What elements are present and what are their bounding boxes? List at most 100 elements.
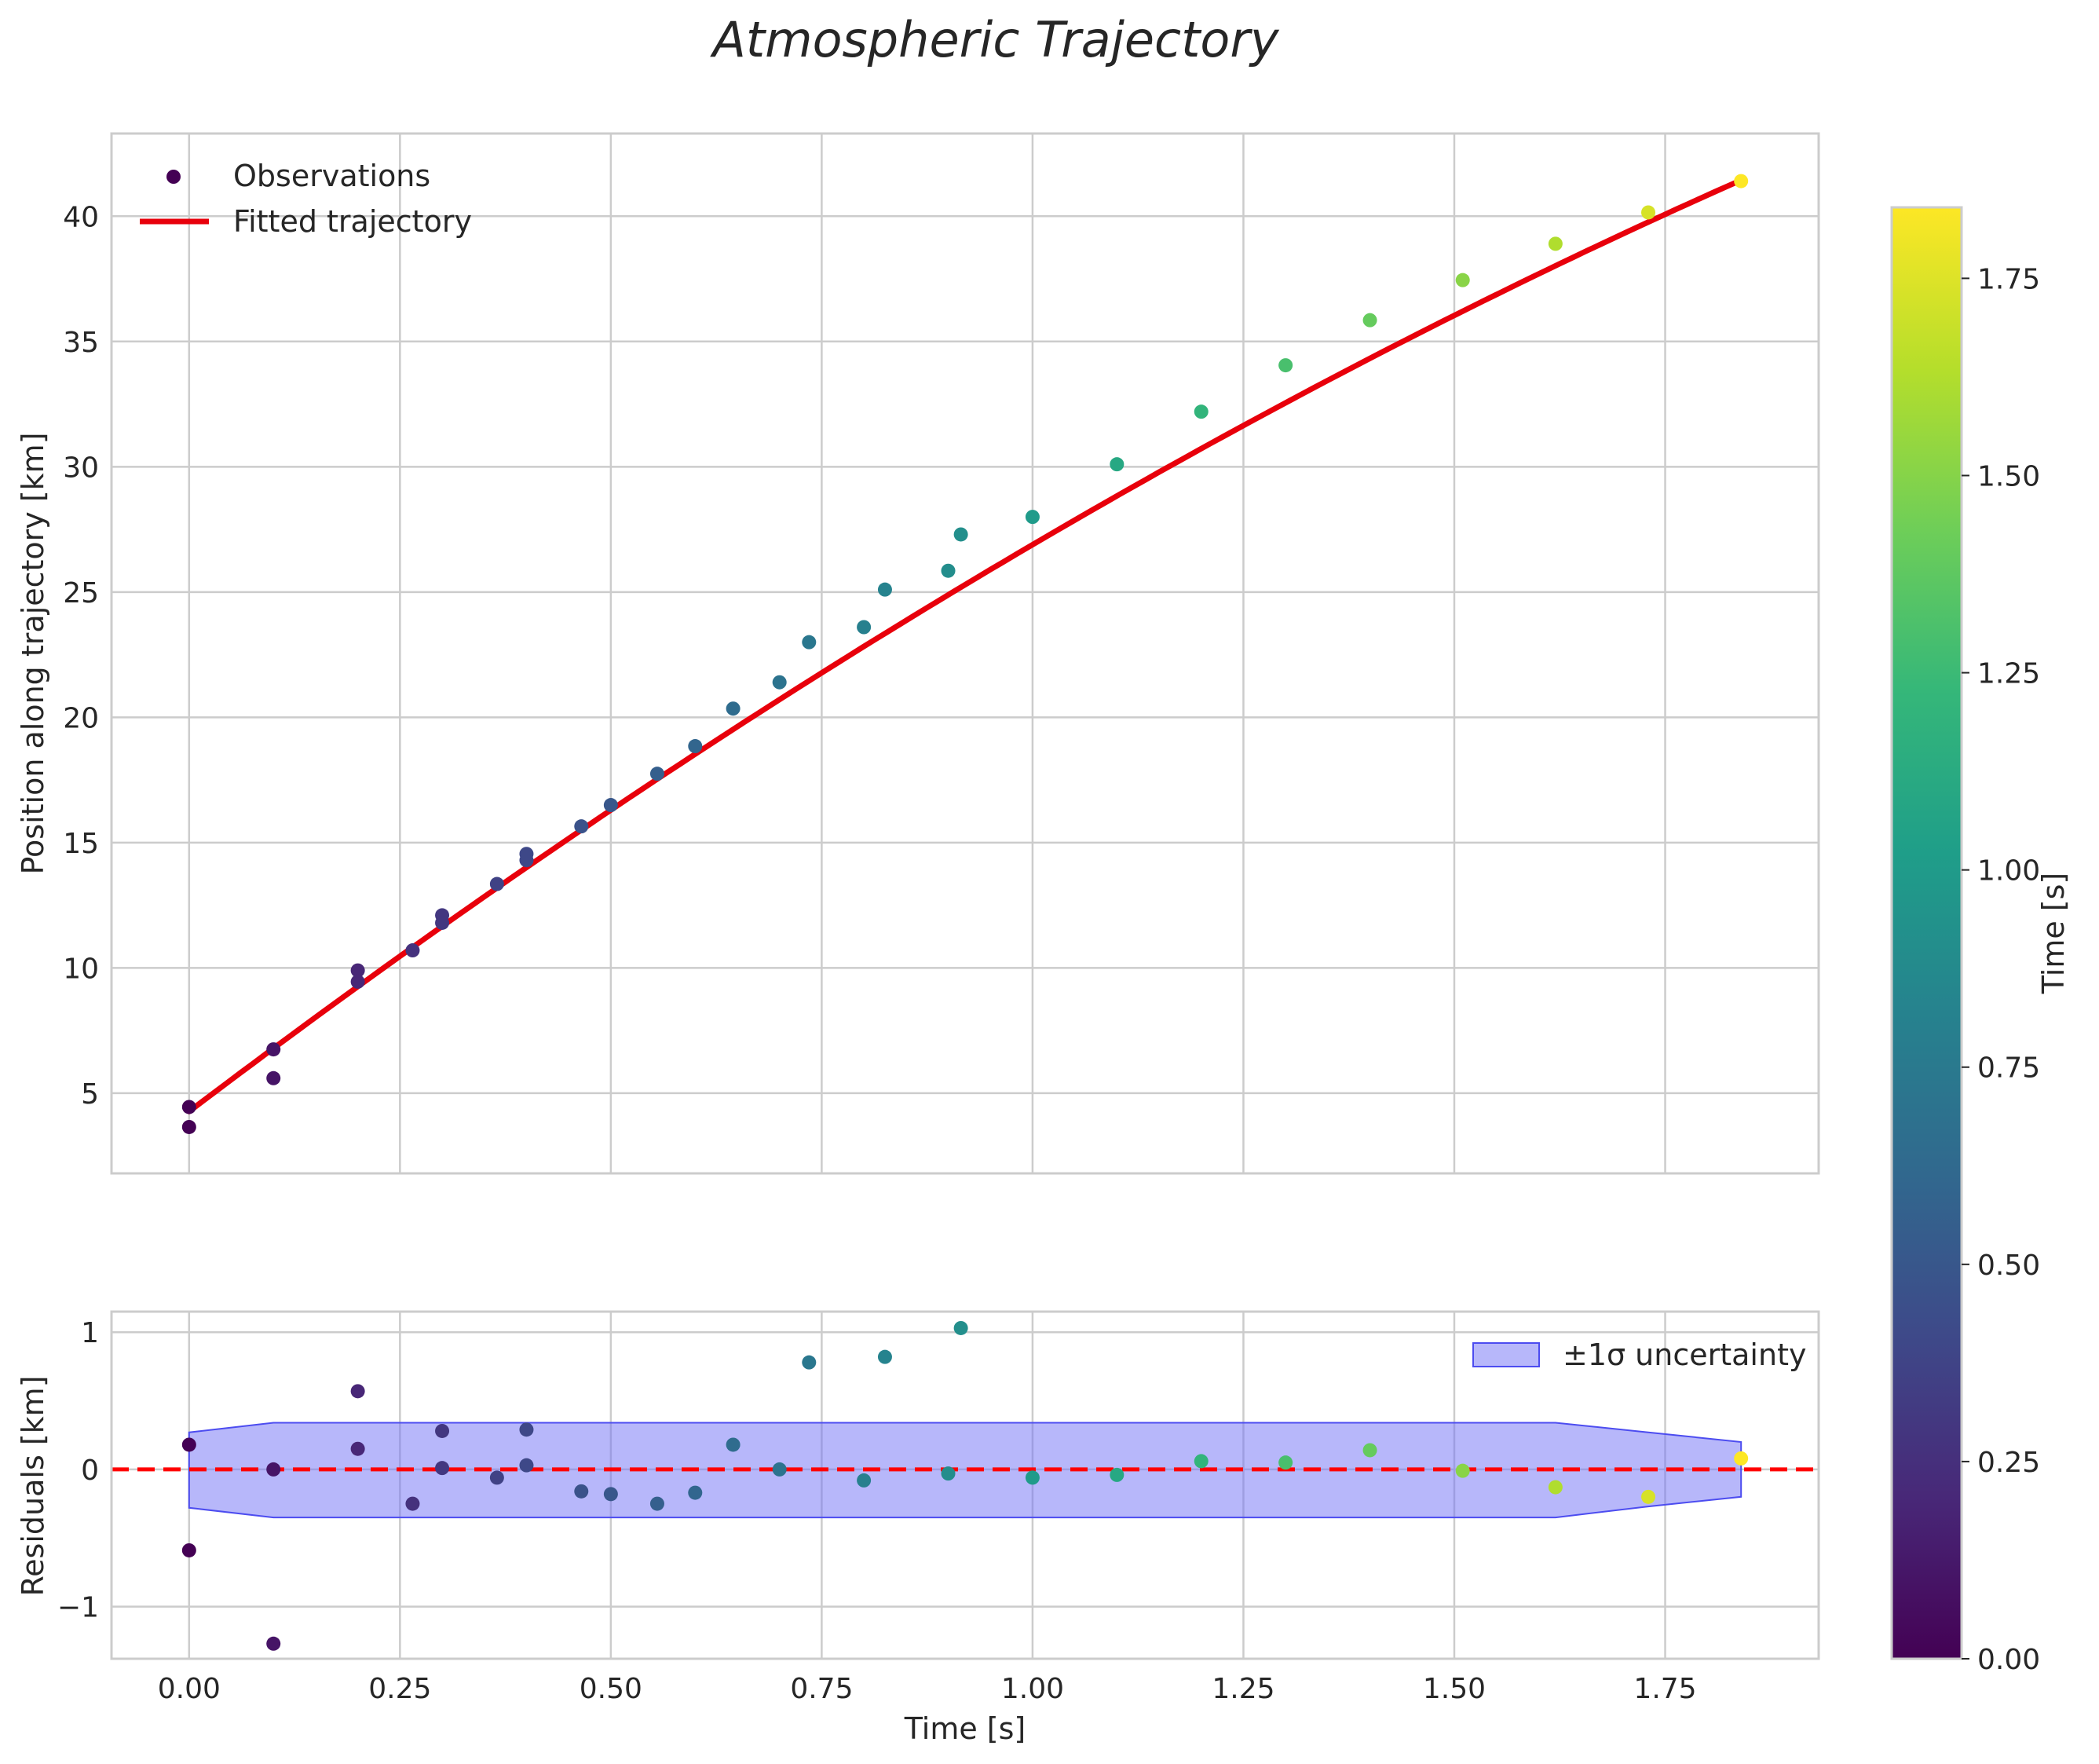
x-tick-label: 0.50 (580, 1673, 642, 1705)
residuals-legend: ±1σ uncertainty (1472, 1338, 1806, 1372)
legend-uncertainty-swatch (1472, 1342, 1540, 1367)
observation-point (350, 974, 365, 989)
observation-point (1455, 273, 1470, 287)
legend-fitted-label: Fitted trajectory (233, 204, 472, 239)
observation-points (181, 174, 1749, 1134)
observation-point (688, 739, 703, 754)
residual-point (772, 1462, 787, 1477)
x-tick-label: 1.75 (1633, 1673, 1696, 1705)
main-y-tick-label: 25 (63, 577, 99, 609)
residual-point (688, 1485, 703, 1500)
observation-point (405, 943, 420, 958)
x-axis-label: Time [s] (904, 1711, 1026, 1746)
colorbar-tick-labels: 0.00 0.25 0.50 0.75 1.00 1.25 1.50 1.75 (1962, 263, 2040, 1676)
main-y-tick-label: 30 (63, 452, 99, 484)
observation-point (350, 963, 365, 978)
residual-point (603, 1487, 618, 1502)
residual-point (726, 1437, 741, 1452)
observation-point (266, 1070, 281, 1085)
legend-observations-label: Observations (233, 159, 430, 193)
main-y-tick-label: 20 (63, 702, 99, 734)
residual-point (953, 1320, 968, 1335)
observation-point (1734, 174, 1749, 188)
residuals-y-tick-label: 1 (81, 1317, 99, 1349)
residuals-axes: −1 0 1 0.00 0.25 0.50 0.75 1.00 1.25 1.50 1.75 Ti… (16, 1310, 1820, 1746)
residual-point (519, 1422, 534, 1437)
observation-point (519, 853, 534, 868)
legend-uncertainty-label: ±1σ uncertainty (1563, 1338, 1806, 1372)
residual-point (350, 1441, 365, 1456)
observation-point (435, 915, 450, 930)
residual-point (1278, 1455, 1293, 1470)
main-y-tick-label: 40 (63, 201, 99, 233)
residual-point (877, 1349, 892, 1364)
residuals-frame (110, 1310, 1820, 1660)
residual-point (435, 1423, 450, 1438)
main-y-tick-label: 15 (63, 828, 99, 860)
uncertainty-band (188, 1422, 1742, 1519)
colorbar-tick-label: 1.75 (1977, 263, 2040, 295)
residual-point (1362, 1443, 1377, 1458)
residual-point (649, 1496, 664, 1511)
residual-point (1641, 1489, 1656, 1504)
observation-point (574, 819, 589, 834)
observation-point (941, 563, 956, 578)
observation-point (1110, 457, 1124, 472)
residual-point (350, 1384, 365, 1399)
colorbar-frame (1890, 206, 1963, 1660)
residual-point (489, 1470, 504, 1485)
main-legend: Observations Fitted trajectory (140, 159, 472, 239)
observation-point (772, 675, 787, 690)
colorbar-tick-label: 1.50 (1977, 460, 2040, 492)
residual-points (181, 1320, 1749, 1651)
observation-point (1025, 510, 1040, 525)
residual-point (802, 1355, 817, 1370)
residuals-y-tick-label: 0 (81, 1455, 99, 1487)
x-tick-label: 1.00 (1001, 1673, 1064, 1705)
observation-point (181, 1100, 196, 1114)
x-tick-label: 0.75 (790, 1673, 853, 1705)
main-y-tick-labels: 5 10 15 20 25 30 35 40 (63, 201, 99, 1111)
residual-point (1734, 1451, 1749, 1466)
main-frame (110, 132, 1820, 1175)
observation-point (802, 635, 817, 650)
colorbar-tick-label: 0.25 (1977, 1447, 2040, 1479)
observation-point (266, 1042, 281, 1057)
colorbar-tick-label: 1.00 (1977, 855, 2040, 887)
colorbar-tick-label: 0.75 (1977, 1052, 2040, 1085)
observation-point (1641, 205, 1656, 220)
observation-point (1194, 404, 1209, 419)
residuals-y-axis-label: Residuals [km] (16, 1375, 50, 1596)
observation-point (181, 1119, 196, 1134)
residual-point (266, 1636, 281, 1651)
observation-point (953, 527, 968, 542)
main-y-tick-label: 35 (63, 327, 99, 359)
residual-point (1455, 1463, 1470, 1478)
observation-point (649, 767, 664, 781)
colorbar-tick-label: 1.25 (1977, 658, 2040, 690)
x-tick-label: 0.00 (158, 1673, 221, 1705)
observation-point (489, 877, 504, 891)
x-tick-label: 1.25 (1212, 1673, 1274, 1705)
observation-point (726, 701, 741, 716)
residual-point (574, 1484, 589, 1499)
main-axes: 5 10 15 20 25 30 35 40 Position along trajector… (16, 132, 1820, 1175)
residual-point (519, 1458, 534, 1473)
residual-point (181, 1437, 196, 1452)
legend-observations-marker (166, 170, 181, 184)
colorbar-tick-label: 0.00 (1977, 1644, 2040, 1676)
main-grid (112, 134, 1819, 1173)
residual-point (1548, 1480, 1563, 1495)
main-y-tick-label: 5 (81, 1078, 99, 1111)
colorbar-tick-label: 0.50 (1977, 1250, 2040, 1282)
x-tick-labels: 0.00 0.25 0.50 0.75 1.00 1.25 1.50 1.75 (158, 1673, 1697, 1705)
residual-point (857, 1473, 872, 1488)
chart-title: Atmospheric Trajectory (709, 11, 1279, 68)
residual-point (1025, 1470, 1040, 1485)
observation-point (857, 620, 872, 635)
residuals-y-tick-labels: −1 0 1 (57, 1317, 99, 1623)
residual-point (266, 1462, 281, 1477)
main-data (181, 174, 1749, 1134)
residuals-data (112, 1320, 1819, 1651)
